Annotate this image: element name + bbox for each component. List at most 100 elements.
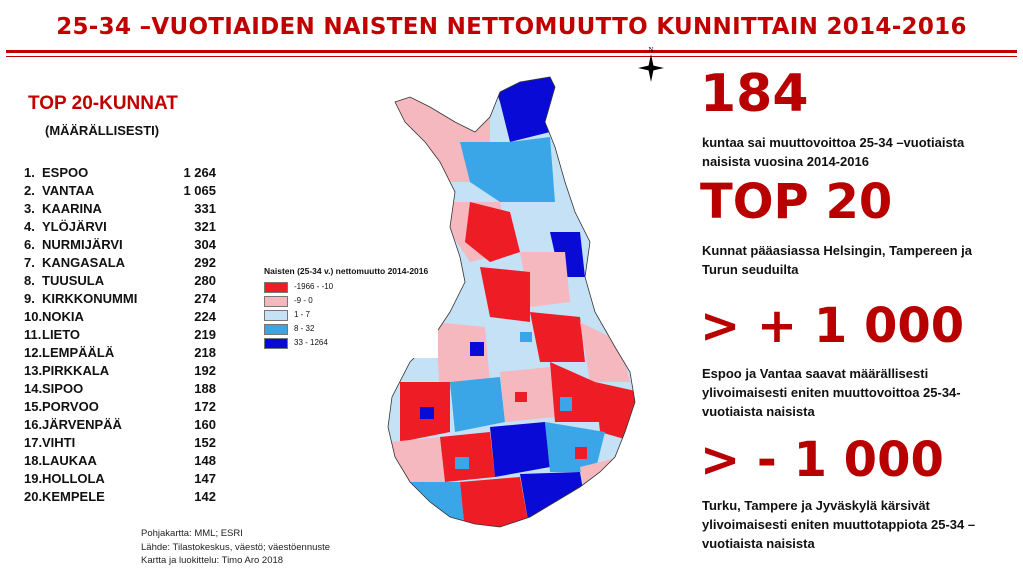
legend-item: -9 - 0 (264, 296, 434, 307)
rank-number: 12. (24, 345, 43, 360)
source-line: Pohjakartta: MML; ESRI (141, 528, 243, 539)
highlight-text: Turku, Tampere ja Jyväskylä kärsivät yli… (702, 498, 976, 551)
municipality-name: TUUSULA (42, 273, 105, 288)
rank-number: 3. (24, 201, 35, 216)
top-list: 1. ESPOO 1 264 2. VANTAA 1 065 3. KAARINA 331 4. Y… (24, 165, 224, 507)
rank-number: 16. (24, 417, 43, 432)
rank-row: 19. HOLLOLA 147 (24, 471, 224, 489)
rank-row: 16. JÄRVENPÄÄ 160 (24, 417, 224, 435)
net-migration-value: 274 (194, 291, 216, 306)
rank-row: 4. YLÖJÄRVI 321 (24, 219, 224, 237)
municipality-name: JÄRVENPÄÄ (42, 417, 122, 432)
net-migration-value: 192 (194, 363, 216, 378)
rank-row: 15. PORVOO 172 (24, 399, 224, 417)
net-migration-value: 188 (194, 381, 216, 396)
top-list-subheading: (MÄÄRÄLLISESTI) (45, 123, 160, 138)
highlight-big-number: 184 (700, 64, 809, 124)
rank-number: 17. (24, 435, 43, 450)
municipality-name: LEMPÄÄLÄ (42, 345, 115, 360)
page-title: 25-34 –VUOTIAIDEN NAISTEN NETTOMUUTTO KU… (56, 14, 967, 40)
rank-row: 18. LAUKAA 148 (24, 453, 224, 471)
rank-row: 3. KAARINA 331 (24, 201, 224, 219)
legend-item: 1 - 7 (264, 310, 434, 321)
municipality-name: VANTAA (42, 183, 95, 198)
map-legend: Naisten (25-34 v.) nettomuutto 2014-2016… (262, 266, 438, 358)
municipality-name: KAARINA (42, 201, 102, 216)
municipality-name: PORVOO (42, 399, 99, 414)
legend-item: -1966 - -10 (264, 282, 434, 293)
rank-number: 15. (24, 399, 43, 414)
source-line: Lähde: Tilastokeskus, väestö; väestöennu… (141, 541, 331, 553)
finland-map (387, 76, 636, 528)
rank-row: 6. NURMIJÄRVI 304 (24, 237, 224, 255)
legend-label: -9 - 0 (294, 296, 313, 305)
rank-number: 4. (24, 219, 35, 234)
highlight-text: Espoo ja Vantaa saavat määrällisesti yli… (702, 366, 961, 419)
legend-item: 33 - 1264 (264, 338, 434, 349)
rank-row: 9. KIRKKONUMMI 274 (24, 291, 224, 309)
rank-row: 8. TUUSULA 280 (24, 273, 224, 291)
legend-label: 8 - 32 (294, 324, 315, 333)
rank-row: 7. KANGASALA 292 (24, 255, 224, 273)
rank-row: 20. KEMPELE 142 (24, 489, 224, 507)
legend-label: -1966 - -10 (294, 282, 334, 291)
rank-row: 2. VANTAA 1 065 (24, 183, 224, 201)
rank-number: 1. (24, 165, 35, 180)
municipality-name: VIHTI (42, 435, 76, 450)
municipality-name: NURMIJÄRVI (42, 237, 123, 252)
rank-number: 14. (24, 381, 43, 396)
legend-swatch (264, 296, 288, 307)
municipality-name: KIRKKONUMMI (42, 291, 138, 306)
net-migration-value: 160 (194, 417, 216, 432)
title-rule (6, 50, 1017, 53)
rank-number: 2. (24, 183, 35, 198)
top-list-heading: TOP 20-KUNNAT (28, 93, 178, 114)
rank-row: 12. LEMPÄÄLÄ 218 (24, 345, 224, 363)
rank-number: 13. (24, 363, 43, 378)
municipality-name: YLÖJÄRVI (42, 219, 107, 234)
municipality-name: LIETO (42, 327, 81, 342)
legend-swatch (264, 324, 288, 335)
legend-swatch (264, 310, 288, 321)
net-migration-value: 304 (194, 237, 216, 252)
compass-label: N (648, 46, 653, 54)
compass-icon: N (638, 46, 664, 82)
municipality-name: KEMPELE (42, 489, 105, 504)
legend-swatch (264, 338, 288, 349)
rank-number: 11. (24, 327, 42, 342)
net-migration-value: 1 264 (183, 165, 216, 180)
net-migration-value: 1 065 (183, 183, 216, 198)
highlight-text: Kunnat pääasiassa Helsingin, Tampereen j… (702, 243, 972, 277)
net-migration-value: 321 (194, 219, 216, 234)
rank-row: 14. SIPOO 188 (24, 381, 224, 399)
highlight-big-number: TOP 20 (700, 174, 893, 230)
rank-number: 8. (24, 273, 35, 288)
highlight-text: kuntaa sai muuttovoittoa 25-34 –vuotiais… (702, 135, 965, 169)
net-migration-value: 148 (194, 453, 216, 468)
rank-number: 18. (24, 453, 43, 468)
legend-item: 8 - 32 (264, 324, 434, 335)
net-migration-value: 142 (194, 489, 216, 504)
map-sources: Pohjakartta: MML; ESRI Lähde: Tilastokes… (141, 527, 330, 568)
highlight-big-number: > - 1 000 (700, 432, 944, 488)
legend-title: Naisten (25-34 v.) nettomuutto 2014-2016 (264, 266, 429, 276)
rank-row: 1. ESPOO 1 264 (24, 165, 224, 183)
municipality-name: LAUKAA (42, 453, 97, 468)
net-migration-value: 219 (194, 327, 216, 342)
source-line: Kartta ja luokittelu: Timo Aro 2018 (141, 555, 284, 566)
net-migration-value: 331 (194, 201, 216, 216)
legend-swatch (264, 282, 288, 293)
net-migration-value: 172 (194, 399, 216, 414)
rank-number: 10. (24, 309, 43, 324)
municipality-name: KANGASALA (42, 255, 126, 270)
legend-label: 1 - 7 (294, 310, 311, 319)
rank-row: 11. LIETO 219 (24, 327, 224, 345)
net-migration-value: 147 (194, 471, 216, 486)
net-migration-value: 224 (194, 309, 216, 324)
rank-row: 13. PIRKKALA 192 (24, 363, 224, 381)
title-rule-thin (6, 56, 1017, 57)
rank-row: 17. VIHTI 152 (24, 435, 224, 453)
municipality-name: HOLLOLA (42, 471, 105, 486)
net-migration-value: 292 (194, 255, 216, 270)
rank-row: 10. NOKIA 224 (24, 309, 224, 327)
